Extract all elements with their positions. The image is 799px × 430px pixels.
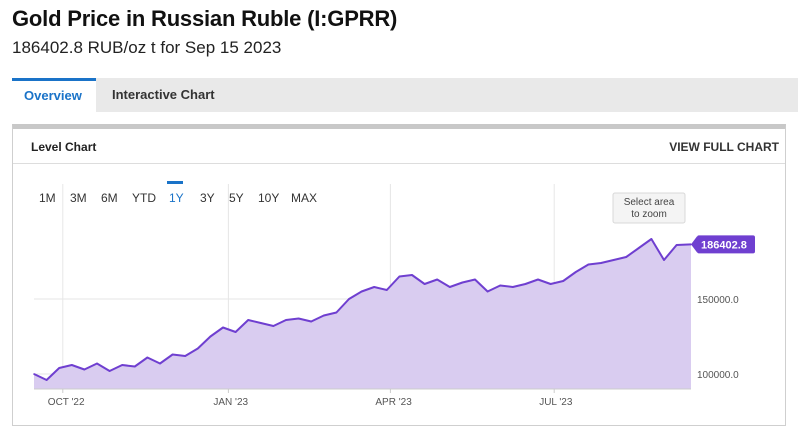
- zoom-hint-text: Select area: [624, 197, 675, 208]
- data-point: [234, 331, 237, 333]
- data-point: [663, 259, 665, 261]
- range-button-10y[interactable]: 10Y: [258, 191, 279, 205]
- tab-overview[interactable]: Overview: [12, 78, 96, 112]
- data-point: [423, 283, 426, 285]
- data-point: [461, 281, 464, 284]
- range-button-5y[interactable]: 5Y: [229, 191, 244, 205]
- data-point: [612, 259, 615, 261]
- tab-bar: Overview Interactive Chart: [12, 78, 798, 112]
- data-point: [184, 355, 186, 357]
- data-point: [373, 286, 376, 288]
- data-point: [512, 286, 514, 288]
- data-point: [58, 367, 60, 369]
- active-range-indicator: [167, 181, 183, 184]
- data-point: [335, 311, 338, 314]
- data-point: [297, 317, 300, 320]
- data-point: [310, 320, 313, 323]
- data-point: [650, 238, 653, 240]
- level-chart-card: Level Chart VIEW FULL CHART 1M 3M 6M YTD 1Y 3…: [12, 124, 786, 426]
- data-point: [33, 373, 35, 375]
- data-point: [486, 290, 489, 293]
- data-point: [134, 365, 136, 368]
- range-button-3m[interactable]: 3M: [70, 191, 87, 205]
- last-value-label: 186402.8: [701, 239, 747, 251]
- data-point: [146, 356, 149, 359]
- range-button-ytd[interactable]: YTD: [132, 191, 156, 205]
- data-point: [83, 368, 86, 371]
- range-button-6m[interactable]: 6M: [101, 191, 118, 205]
- tab-interactive-chart[interactable]: Interactive Chart: [112, 87, 215, 102]
- data-point: [675, 244, 678, 246]
- page-title: Gold Price in Russian Ruble (I:GPRR): [12, 6, 398, 31]
- price-chart[interactable]: 1M 3M 6M YTD 1Y 3Y 5Y 10Y MAX OCT '22 JAN '23 APR '…: [13, 129, 785, 426]
- price-subtitle: 186402.8 RUB/oz t for Sep 15 2023: [12, 38, 282, 57]
- data-point: [625, 256, 627, 258]
- data-point: [474, 278, 476, 281]
- card-title: Level Chart: [31, 140, 97, 154]
- range-button-3y[interactable]: 3Y: [200, 191, 215, 205]
- data-point: [285, 319, 287, 321]
- data-point: [272, 325, 275, 327]
- data-point: [549, 283, 552, 285]
- data-point: [638, 247, 640, 249]
- data-point: [436, 278, 439, 281]
- data-point: [71, 364, 73, 366]
- x-tick-label: JAN '23: [213, 397, 248, 408]
- data-point: [360, 290, 363, 293]
- y-tick-label: 150000.0: [697, 295, 739, 306]
- data-point: [45, 379, 48, 381]
- data-point: [386, 289, 388, 291]
- data-point: [209, 335, 212, 338]
- data-point: [121, 364, 123, 366]
- data-point: [398, 275, 401, 278]
- view-full-chart-link[interactable]: VIEW FULL CHART: [669, 140, 779, 154]
- data-point: [411, 274, 413, 276]
- card-header: Level Chart VIEW FULL CHART: [13, 129, 785, 164]
- range-button-1m[interactable]: 1M: [39, 191, 56, 205]
- data-point: [348, 298, 350, 300]
- last-value-badge-arrow: [691, 236, 697, 253]
- data-point: [222, 326, 224, 329]
- data-point: [524, 283, 527, 285]
- data-point: [449, 286, 451, 288]
- x-tick-label: JUL '23: [539, 397, 573, 408]
- data-point: [575, 271, 577, 273]
- data-point: [108, 370, 111, 372]
- data-point: [171, 353, 174, 356]
- data-point: [323, 314, 325, 317]
- price-area: [34, 239, 691, 389]
- data-point: [159, 362, 161, 365]
- data-point: [562, 280, 564, 282]
- zoom-hint-text: to zoom: [631, 209, 667, 220]
- data-point: [537, 278, 539, 281]
- range-button-1y[interactable]: 1Y: [169, 191, 184, 205]
- data-point: [260, 322, 262, 324]
- x-tick-label: APR '23: [375, 397, 412, 408]
- x-tick-label: OCT '22: [48, 397, 85, 408]
- data-point: [247, 319, 249, 321]
- range-button-max[interactable]: MAX: [291, 191, 317, 205]
- data-point: [499, 284, 502, 287]
- zoom-hint-box: [612, 192, 686, 224]
- last-value-badge: [697, 235, 755, 254]
- data-point: [587, 263, 590, 266]
- data-point: [96, 362, 98, 365]
- data-point: [197, 347, 199, 350]
- y-tick-label: 100000.0: [697, 370, 739, 381]
- data-point: [600, 262, 602, 264]
